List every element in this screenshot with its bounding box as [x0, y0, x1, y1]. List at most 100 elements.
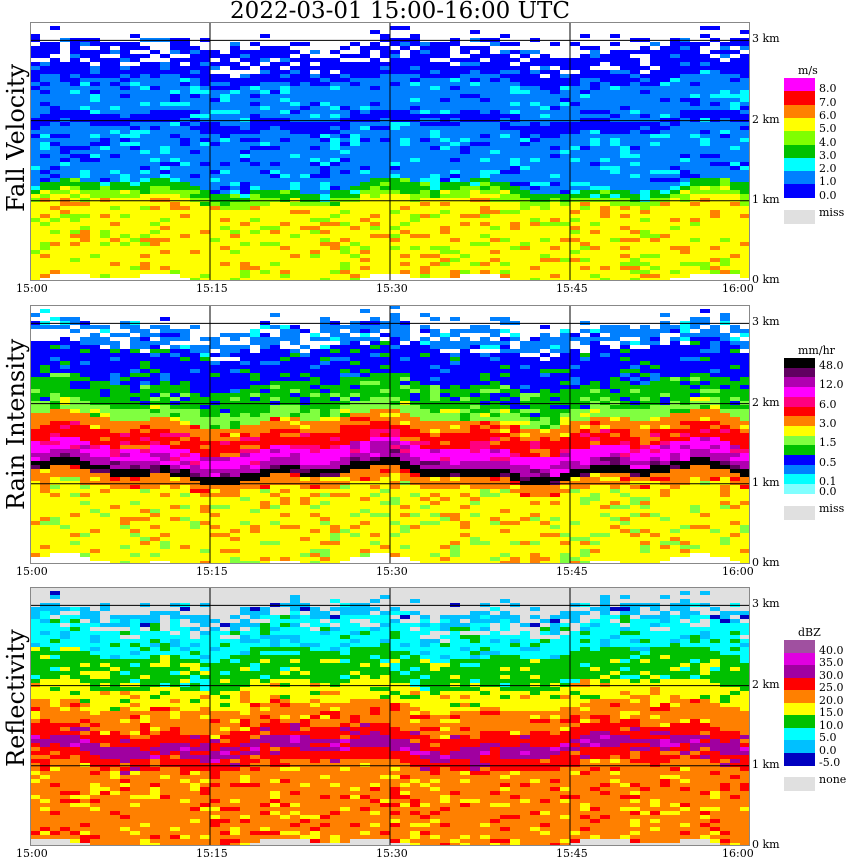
heatmap-cell	[110, 98, 120, 102]
heatmap-cell	[490, 62, 500, 66]
heatmap-cell	[170, 337, 180, 341]
heatmap-cell	[110, 433, 120, 437]
heatmap-cell	[60, 513, 70, 517]
heatmap-cell	[730, 174, 740, 178]
heatmap-cell	[400, 222, 410, 226]
heatmap-cell	[590, 98, 600, 102]
heatmap-cell	[190, 54, 200, 58]
heatmap-cell	[720, 114, 730, 118]
heatmap-cell	[390, 78, 400, 82]
heatmap-cell	[600, 242, 610, 246]
heatmap-cell	[240, 266, 250, 270]
heatmap-cell	[280, 178, 290, 182]
heatmap-cell	[470, 54, 480, 58]
heatmap-cell	[120, 186, 130, 190]
heatmap-cell	[550, 166, 560, 170]
heatmap-cell	[400, 58, 410, 62]
heatmap-cell	[660, 206, 670, 210]
heatmap-cell	[100, 242, 110, 246]
heatmap-cell	[30, 513, 40, 517]
heatmap-cell	[310, 182, 320, 186]
heatmap-cell	[510, 86, 520, 90]
heatmap-cell	[350, 258, 360, 262]
heatmap-cell	[510, 58, 520, 62]
heatmap-cell	[200, 166, 210, 170]
heatmap-cell	[130, 541, 140, 545]
heatmap-cell	[90, 341, 100, 345]
heatmap-cell	[70, 206, 80, 210]
heatmap-cell	[190, 274, 200, 278]
heatmap-cell	[610, 138, 620, 142]
heatmap-cell	[460, 194, 470, 198]
heatmap-cell	[690, 150, 700, 154]
heatmap-cell	[130, 329, 140, 333]
heatmap-cell	[100, 325, 110, 329]
heatmap-cell	[600, 174, 610, 178]
heatmap-cell	[210, 258, 220, 262]
heatmap-cell	[430, 110, 440, 114]
heatmap-cell	[190, 254, 200, 258]
heatmap-cell	[470, 266, 480, 270]
heatmap-cell	[310, 126, 320, 130]
heatmap-cell	[80, 162, 90, 166]
heatmap-cell	[430, 70, 440, 74]
heatmap-cell	[130, 401, 140, 405]
heatmap-cell	[360, 266, 370, 270]
heatmap-cell	[380, 226, 390, 230]
heatmap-cell	[340, 198, 350, 202]
heatmap-cell	[480, 186, 490, 190]
heatmap-cell	[150, 377, 160, 381]
heatmap-cell	[130, 190, 140, 194]
heatmap-cell	[490, 182, 500, 186]
heatmap-cell	[70, 98, 80, 102]
heatmap-cell	[340, 254, 350, 258]
heatmap-cell	[300, 158, 310, 162]
heatmap-cell	[260, 270, 270, 274]
heatmap-cell	[100, 114, 110, 118]
heatmap-cell	[610, 202, 620, 206]
heatmap-cell	[40, 477, 50, 481]
heatmap-cell	[710, 134, 720, 138]
heatmap-cell	[260, 214, 270, 218]
heatmap-cell	[430, 170, 440, 174]
heatmap-cell	[580, 170, 590, 174]
heatmap-cell	[630, 246, 640, 250]
heatmap-cell	[110, 266, 120, 270]
heatmap-cell	[80, 262, 90, 266]
heatmap-cell	[280, 210, 290, 214]
heatmap-cell	[30, 198, 40, 202]
heatmap-cell	[610, 266, 620, 270]
heatmap-cell	[340, 138, 350, 142]
heatmap-cell	[130, 445, 140, 449]
heatmap-cell	[600, 70, 610, 74]
heatmap-cell	[40, 549, 50, 553]
heatmap-cell	[340, 46, 350, 50]
heatmap-cell	[160, 357, 170, 361]
heatmap-cell	[150, 341, 160, 345]
heatmap-cell	[180, 142, 190, 146]
heatmap-cell	[120, 521, 130, 525]
heatmap-cell	[80, 42, 90, 46]
heatmap-cell	[70, 545, 80, 549]
heatmap-cell	[50, 533, 60, 537]
heatmap-cell	[510, 250, 520, 254]
heatmap-cell	[350, 106, 360, 110]
heatmap-cell	[710, 266, 720, 270]
heatmap-cell	[100, 94, 110, 98]
heatmap-cell	[680, 194, 690, 198]
heatmap-cell	[90, 325, 100, 329]
heatmap-cell	[300, 202, 310, 206]
heatmap-cell	[150, 381, 160, 385]
heatmap-cell	[130, 146, 140, 150]
heatmap-cell	[520, 106, 530, 110]
heatmap-cell	[450, 114, 460, 118]
heatmap-cell	[140, 254, 150, 258]
heatmap-cell	[240, 270, 250, 274]
heatmap-cell	[190, 270, 200, 274]
heatmap-cell	[30, 122, 40, 126]
heatmap-cell	[130, 449, 140, 453]
heatmap-cell	[270, 182, 280, 186]
heatmap-cell	[320, 246, 330, 250]
heatmap-cell	[290, 250, 300, 254]
heatmap-cell	[40, 182, 50, 186]
